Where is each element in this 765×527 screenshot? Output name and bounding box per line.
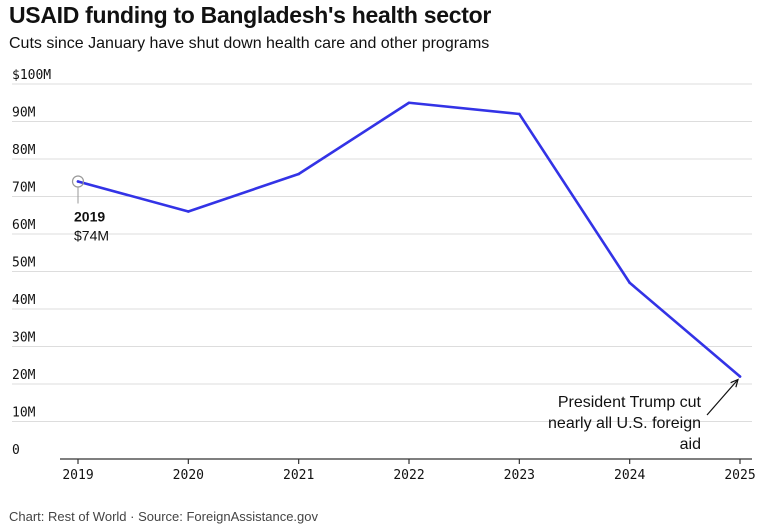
x-tick-label-2024: 2024 xyxy=(614,468,645,483)
start-annotation-value: $74M xyxy=(74,228,109,244)
chart-subtitle: Cuts since January have shut down health… xyxy=(9,35,490,52)
data-point-2021 xyxy=(297,172,300,176)
data-point-2022 xyxy=(407,101,411,105)
chart-title: USAID funding to Bangladesh's health sec… xyxy=(9,2,492,28)
data-point-2025 xyxy=(738,375,742,378)
x-tick-label-2021: 2021 xyxy=(283,468,314,483)
x-tick-label-2025: 2025 xyxy=(724,468,755,483)
start-point-marker xyxy=(71,175,85,188)
y-axis-ticks: 0 10M 20M 30M 40M 50M 60M 70M 80M 90M $100M xyxy=(12,68,51,458)
x-tick-label-2022: 2022 xyxy=(393,468,424,483)
end-annotation-line-1: President Trump cut xyxy=(558,394,702,411)
y-tick-label-50: 50M xyxy=(12,256,36,271)
data-point-2023 xyxy=(518,112,521,116)
y-tick-label-60: 60M xyxy=(12,218,36,233)
series-line-0 xyxy=(76,101,742,378)
y-tick-label-10: 10M xyxy=(12,406,36,421)
end-annotation-arrow xyxy=(706,379,739,416)
end-annotation-arrowhead xyxy=(730,378,739,388)
data-point-2020 xyxy=(187,210,190,213)
y-tick-label-100: $100M xyxy=(12,68,51,83)
x-tick-label-2019: 2019 xyxy=(62,468,93,483)
y-tick-label-80: 80M xyxy=(12,143,36,158)
end-annotation-line-3: aid xyxy=(680,436,701,453)
y-tick-label-30: 30M xyxy=(12,331,36,346)
series-layer xyxy=(76,101,742,378)
chart-source-footer: Chart: Rest of World · Source: ForeignAs… xyxy=(9,509,318,524)
y-tick-label-90: 90M xyxy=(12,106,36,121)
annotations-layer: 2019 $74M President Trump cut nearly all… xyxy=(71,175,739,453)
y-tick-label-0: 0 xyxy=(12,443,20,458)
y-tick-label-40: 40M xyxy=(12,293,36,308)
start-annotation-year: 2019 xyxy=(74,209,105,225)
data-point-2019 xyxy=(76,180,80,183)
y-tick-label-20: 20M xyxy=(12,368,36,383)
gridlines xyxy=(12,83,752,460)
end-annotation-line-2: nearly all U.S. foreign xyxy=(548,415,701,432)
y-tick-label-70: 70M xyxy=(12,181,36,196)
x-tick-label-2020: 2020 xyxy=(173,468,204,483)
data-point-2024 xyxy=(628,281,631,285)
x-tick-label-2023: 2023 xyxy=(504,468,535,483)
x-axis-ticks: 2019 2020 2021 2022 2023 2024 2025 xyxy=(62,459,756,483)
